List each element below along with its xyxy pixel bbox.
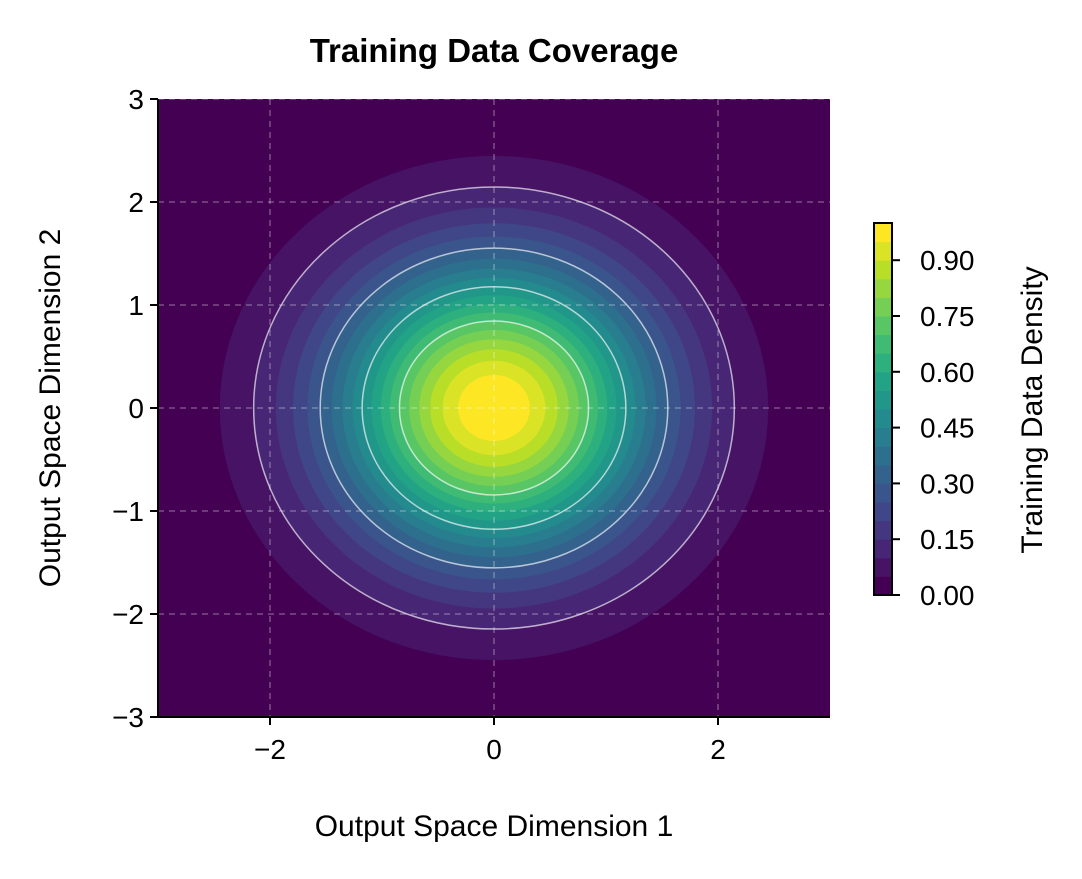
- y-tick-label: −2: [112, 599, 144, 630]
- y-tick-label: 1: [128, 290, 144, 321]
- colorbar-band: [874, 483, 892, 503]
- colorbar-band: [874, 557, 892, 577]
- colorbar-frame: [873, 222, 893, 596]
- colorbar: 0.00 0.15 0.30 0.45 0.60 0.75 0.90: [873, 222, 975, 611]
- colorbar-band: [874, 390, 892, 410]
- colorbar-band: [874, 502, 892, 522]
- colorbar-band: [874, 353, 892, 373]
- contour-line: [361, 285, 627, 531]
- x-tick-label: 0: [486, 734, 502, 765]
- y-tick-label: 3: [128, 84, 144, 115]
- colorbar-band: [874, 223, 892, 243]
- colorbar-band: [874, 334, 892, 354]
- colorbar-band: [874, 427, 892, 447]
- axes: −2 0 2 −3 −2 −1 0 1 2 3: [112, 84, 830, 765]
- colorbar-band: [874, 260, 892, 280]
- x-axis-label: Output Space Dimension 1: [315, 810, 674, 843]
- colorbar-tick-label: 0.30: [920, 468, 975, 499]
- colorbar-band: [874, 278, 892, 298]
- colorbar-band: [874, 241, 892, 261]
- y-tick-label: 2: [128, 187, 144, 218]
- contour-line: [319, 247, 669, 569]
- colorbar-band: [874, 520, 892, 540]
- colorbar-band: [874, 464, 892, 484]
- colorbar-band: [874, 576, 892, 596]
- x-tick-label: −2: [254, 734, 286, 765]
- chart-title: Training Data Coverage: [310, 32, 679, 69]
- contour-group: [158, 99, 830, 717]
- plot-area: [158, 99, 830, 717]
- x-tick-label: 2: [710, 734, 726, 765]
- colorbar-band: [874, 316, 892, 336]
- contour-line: [398, 320, 590, 496]
- colorbar-band: [874, 409, 892, 429]
- colorbar-band: [874, 539, 892, 559]
- colorbar-tick-label: 0.75: [920, 301, 975, 332]
- y-tick-label: −1: [112, 496, 144, 527]
- colorbar-label: Training Data Density: [1016, 266, 1049, 553]
- y-tick-label: −3: [112, 702, 144, 733]
- colorbar-band: [874, 371, 892, 391]
- colorbar-tick-label: 0.15: [920, 524, 975, 555]
- colorbar-tick-label: 0.45: [920, 413, 975, 444]
- y-tick-label: 0: [128, 393, 144, 424]
- y-axis-label: Output Space Dimension 2: [34, 229, 67, 588]
- contour-band: [458, 375, 530, 441]
- colorbar-tick-label: 0.00: [920, 580, 975, 611]
- colorbar-band: [874, 446, 892, 466]
- colorbar-tick-label: 0.90: [920, 245, 975, 276]
- contour-line: [252, 186, 736, 630]
- colorbar-band: [874, 297, 892, 317]
- colorbar-tick-label: 0.60: [920, 357, 975, 388]
